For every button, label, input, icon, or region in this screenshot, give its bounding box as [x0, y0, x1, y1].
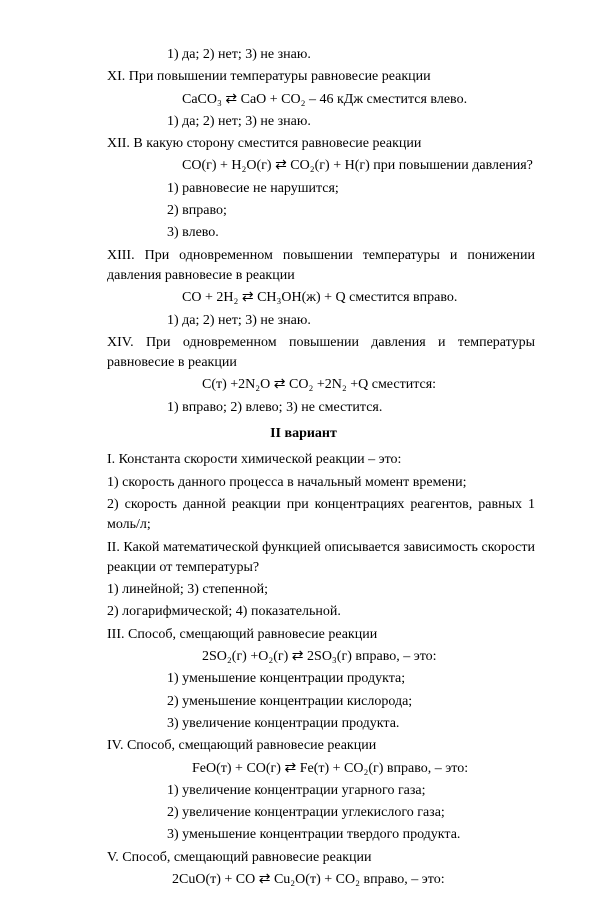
q13-equation: CO + 2H₂ ⇄ CH₃OH(ж) + Q сместится вправо… — [72, 288, 535, 308]
q12-opt3: 3) влево. — [72, 223, 535, 243]
v2-q2-row1: 1) линейной; 3) степенной; — [72, 580, 535, 600]
document-page: 1) да; 2) нет; 3) не знаю. XI. При повыш… — [0, 0, 595, 922]
v2-q4-opt2: 2) увеличение концентрации углекислого г… — [72, 803, 535, 823]
v2-q3-label: III. Способ, смещающий равновесие реакци… — [72, 625, 535, 645]
v2-q5-equation: 2CuO(т) + CO ⇄ Cu₂O(т) + CO₂ вправо, – э… — [72, 870, 535, 890]
v2-q5-label: V. Способ, смещающий равновесие реакции — [72, 848, 535, 868]
v2-q4-equation: FeO(т) + CO(г) ⇄ Fe(т) + CO₂(г) вправо, … — [72, 759, 535, 779]
q11-options: 1) да; 2) нет; 3) не знаю. — [72, 112, 535, 132]
v2-q3-opt2: 2) уменьшение концентрации кислорода; — [72, 692, 535, 712]
variant2-title: II вариант — [72, 424, 535, 444]
q12-equation: CO(г) + H₂O(г) ⇄ CO₂(г) + H(г) при повыш… — [72, 156, 535, 176]
q11-label: XI. При повышении температуры равновесие… — [72, 67, 535, 87]
q13-options: 1) да; 2) нет; 3) не знаю. — [72, 311, 535, 331]
v2-q3-opt1: 1) уменьшение концентрации продукта; — [72, 669, 535, 689]
q12-label: XII. В какую сторону сместится равновеси… — [72, 134, 535, 154]
v2-q1-label: I. Константа скорости химической реакции… — [72, 450, 535, 470]
v2-q1-opt2: 2) скорость данной реакции при концентра… — [72, 495, 535, 536]
v2-q2-row2: 2) логарифмической; 4) показательной. — [72, 602, 535, 622]
q12-opt1: 1) равновесие не нарушится; — [72, 179, 535, 199]
v2-q2-label: II. Какой математической функцией описыв… — [72, 538, 535, 579]
v2-q3-opt3: 3) увеличение концентрации продукта. — [72, 714, 535, 734]
q14-options: 1) вправо; 2) влево; 3) не сместится. — [72, 398, 535, 418]
q12-opt2: 2) вправо; — [72, 201, 535, 221]
q14-equation: C(т) +2N₂O ⇄ CO₂ +2N₂ +Q сместится: — [72, 375, 535, 395]
v2-q3-equation: 2SO₂(г) +O₂(г) ⇄ 2SO₃(г) вправо, – это: — [72, 647, 535, 667]
q14-label: XIV. При одновременном повышении давлени… — [72, 333, 535, 374]
v2-q1-opt1: 1) скорость данного процесса в начальный… — [72, 473, 535, 493]
v2-q4-opt1: 1) увеличение концентрации угарного газа… — [72, 781, 535, 801]
v2-q4-label: IV. Способ, смещающий равновесие реакции — [72, 736, 535, 756]
q11-equation: CaCO₃ ⇄ CaO + CO₂ – 46 кДж сместится вле… — [72, 90, 535, 110]
q13-label: XIII. При одновременном повышении темпер… — [72, 246, 535, 287]
v2-q4-opt3: 3) уменьшение концентрации твердого прод… — [72, 825, 535, 845]
top-options: 1) да; 2) нет; 3) не знаю. — [72, 45, 535, 65]
